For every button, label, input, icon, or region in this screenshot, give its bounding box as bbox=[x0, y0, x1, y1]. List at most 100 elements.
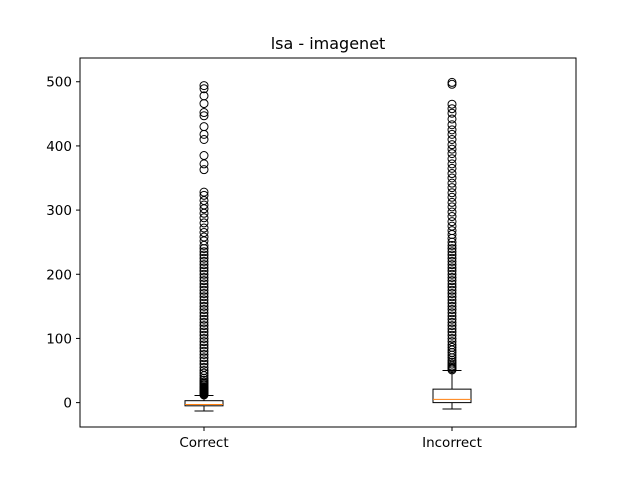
outlier-point bbox=[447, 282, 457, 292]
outlier-point bbox=[447, 260, 457, 270]
axes-frame bbox=[79, 57, 577, 428]
outlier-point bbox=[199, 218, 209, 228]
outlier-point bbox=[447, 129, 457, 139]
outlier-point bbox=[447, 333, 457, 343]
outlier-point bbox=[199, 266, 209, 276]
outlier-point bbox=[447, 342, 457, 352]
outlier-point bbox=[447, 183, 457, 193]
outlier-point bbox=[199, 232, 209, 242]
outlier-point bbox=[447, 188, 457, 198]
outlier-point bbox=[447, 314, 457, 324]
outlier-point bbox=[199, 333, 209, 343]
outlier-point bbox=[199, 159, 209, 169]
outlier-point bbox=[199, 314, 209, 324]
outlier-point bbox=[199, 129, 209, 139]
outlier-point bbox=[199, 99, 209, 109]
outlier-point bbox=[199, 301, 209, 311]
outlier-point bbox=[199, 279, 209, 289]
outlier-point bbox=[199, 200, 209, 210]
outlier-point bbox=[199, 228, 209, 238]
outlier-point bbox=[447, 266, 457, 276]
outlier-point bbox=[447, 217, 457, 227]
outlier-point bbox=[447, 226, 457, 236]
outlier-point bbox=[447, 154, 457, 164]
outlier-point bbox=[447, 99, 457, 109]
outlier-point bbox=[199, 223, 209, 233]
outlier-point bbox=[199, 289, 209, 299]
outlier-point bbox=[199, 165, 209, 175]
outlier-point bbox=[447, 330, 457, 340]
outlier-point bbox=[199, 368, 209, 378]
y-tick-label: 0 bbox=[63, 396, 72, 412]
outlier-point bbox=[199, 353, 209, 363]
outlier-point bbox=[199, 362, 209, 372]
outlier-point bbox=[199, 213, 209, 223]
outlier-point bbox=[199, 330, 209, 340]
outlier-point bbox=[447, 202, 457, 212]
outlier-point bbox=[199, 327, 209, 337]
outlier-point bbox=[447, 207, 457, 217]
outlier-point bbox=[199, 187, 209, 197]
outlier-point bbox=[447, 321, 457, 331]
outlier-point bbox=[199, 81, 209, 91]
outlier-point bbox=[447, 295, 457, 305]
outlier-point bbox=[199, 108, 209, 118]
y-tick-label: 300 bbox=[46, 203, 72, 219]
outlier-point bbox=[447, 311, 457, 321]
chart-title: lsa - imagenet bbox=[271, 34, 386, 53]
outlier-point bbox=[447, 120, 457, 130]
y-tick-label: 100 bbox=[46, 331, 72, 347]
outlier-point bbox=[447, 163, 457, 173]
outlier-point bbox=[447, 253, 457, 263]
y-tick-label: 400 bbox=[46, 139, 72, 155]
outlier-point bbox=[199, 263, 209, 273]
outlier-point bbox=[199, 298, 209, 308]
outlier-point bbox=[199, 285, 209, 295]
outlier-point bbox=[447, 178, 457, 188]
outlier-point bbox=[447, 247, 457, 257]
outlier-point bbox=[447, 108, 457, 118]
outlier-point bbox=[447, 135, 457, 145]
outlier-point bbox=[447, 340, 457, 350]
outlier-point bbox=[447, 279, 457, 289]
outlier-point bbox=[447, 159, 457, 169]
outlier-point bbox=[199, 359, 209, 369]
x-tick-label: Correct bbox=[179, 435, 228, 451]
plot-area: 0 100 200 300 400 500 Correct Incorrect bbox=[46, 57, 577, 451]
outlier-point bbox=[447, 272, 457, 282]
outlier-point bbox=[447, 327, 457, 337]
outlier-point bbox=[199, 247, 209, 257]
outlier-point bbox=[199, 321, 209, 331]
outlier-point bbox=[447, 104, 457, 114]
outlier-point bbox=[447, 263, 457, 273]
outlier-point bbox=[199, 366, 209, 376]
y-tick-label: 500 bbox=[46, 75, 72, 91]
outlier-point bbox=[199, 253, 209, 263]
outlier-point bbox=[199, 84, 209, 94]
y-tick-label: 200 bbox=[46, 267, 72, 283]
outlier-point bbox=[447, 317, 457, 327]
outlier-point bbox=[199, 91, 209, 101]
outlier-point bbox=[199, 282, 209, 292]
outlier-point bbox=[199, 343, 209, 353]
outlier-point bbox=[447, 221, 457, 231]
outlier-point bbox=[447, 79, 457, 89]
outlier-point bbox=[199, 337, 209, 347]
outlier-point bbox=[447, 250, 457, 260]
outlier-point bbox=[447, 114, 457, 124]
outlier-point bbox=[199, 308, 209, 318]
outlier-point bbox=[447, 324, 457, 334]
outlier-point bbox=[199, 292, 209, 302]
outlier-point bbox=[447, 276, 457, 286]
outlier-point bbox=[447, 244, 457, 254]
outlier-point bbox=[199, 111, 209, 121]
outlier-point bbox=[447, 337, 457, 347]
x-tick-label: Incorrect bbox=[422, 435, 482, 451]
outlier-point bbox=[199, 349, 209, 359]
outlier-point bbox=[447, 125, 457, 135]
outlier-point bbox=[199, 256, 209, 266]
outlier-point bbox=[447, 269, 457, 279]
outlier-point bbox=[447, 308, 457, 318]
outlier-point bbox=[447, 298, 457, 308]
